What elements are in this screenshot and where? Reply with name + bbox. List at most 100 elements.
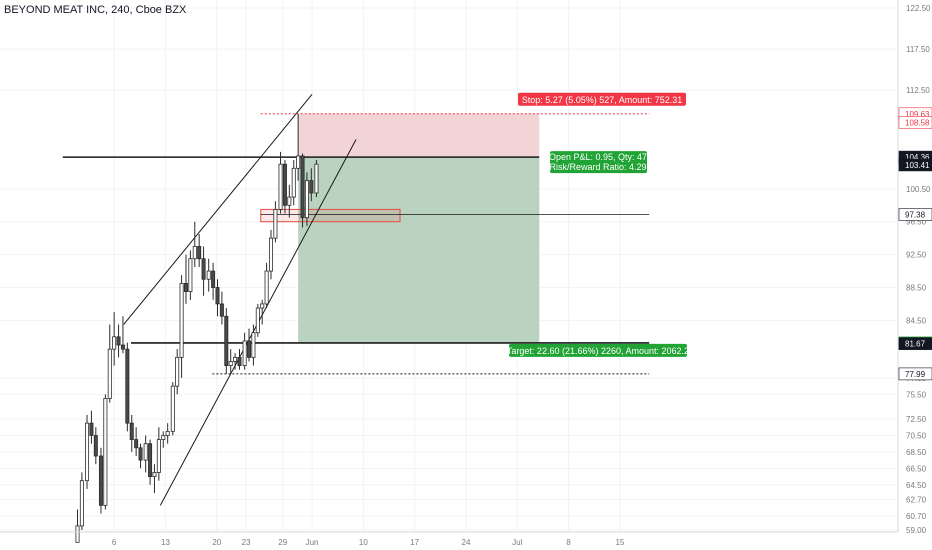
time-tick-label: Jun [306, 538, 319, 547]
candle-body [224, 315, 229, 366]
price-label: 109.63 [905, 110, 930, 119]
price-tick-label: 117.50 [906, 45, 930, 54]
price-tick-label: 66.50 [906, 464, 927, 473]
price-label: 103.41 [905, 161, 930, 170]
candle-body [103, 398, 108, 506]
pnl-label-line2: Risk/Reward Ratio: 4.29 [549, 162, 646, 172]
candle-body [287, 196, 292, 206]
candle-body [228, 361, 233, 366]
candle-body [273, 209, 278, 239]
candle-body [233, 356, 238, 362]
candle-body [188, 258, 193, 293]
candle-body [296, 155, 301, 169]
time-tick-label: 23 [242, 538, 251, 547]
time-tick-label: 20 [212, 538, 221, 547]
candle-body [125, 348, 130, 424]
time-tick-label: 13 [161, 538, 170, 547]
time-tick-label: 24 [462, 538, 471, 547]
candle-body [215, 287, 220, 305]
candle-body [201, 258, 206, 280]
candle-body [75, 525, 80, 543]
candle-body [219, 303, 224, 317]
candle-body [89, 422, 94, 436]
candle-body [255, 307, 260, 334]
candle-body [197, 245, 202, 260]
time-tick-label: 17 [410, 538, 419, 547]
price-tick-label: 64.50 [906, 481, 927, 490]
target-zone [298, 157, 540, 343]
price-label-box [898, 116, 932, 129]
candle-body [98, 455, 103, 506]
price-tick-label: 59.00 [906, 526, 927, 535]
price-tick-label: 96.50 [906, 218, 927, 227]
price-axis [898, 0, 932, 550]
price-label: 97.38 [905, 210, 926, 219]
candle-body [165, 430, 170, 436]
price-label: 81.67 [905, 340, 926, 349]
stop-label-box [518, 92, 686, 106]
candle-body [129, 422, 134, 440]
price-tick-label: 62.70 [906, 496, 927, 505]
price-tick-label: 100.50 [906, 185, 931, 194]
candle-body [183, 282, 188, 293]
price-tick-label: 75.50 [906, 390, 927, 399]
candle-body [148, 443, 153, 477]
candle-body [138, 447, 143, 461]
candle-body [179, 282, 184, 358]
time-tick-label: Jul [512, 538, 522, 547]
price-label-box [898, 208, 932, 221]
upper-wedge-line [123, 93, 313, 325]
candle-body [161, 435, 166, 440]
price-label-box [898, 367, 932, 381]
candle-body [116, 336, 121, 346]
candle-body [156, 439, 161, 473]
price-tick-label: 92.50 [906, 251, 927, 260]
candle-body [192, 245, 197, 260]
candle-body [264, 270, 269, 305]
candle-body [152, 472, 157, 477]
candle-body [282, 163, 287, 206]
candle-body [251, 332, 256, 358]
price-label-box [898, 337, 932, 350]
candle-body [291, 167, 296, 198]
stop-label: Stop: 5.27 (5.05%) 527, Amount: 752.31 [522, 95, 683, 105]
candle-body [93, 435, 98, 457]
candle-body [309, 180, 314, 194]
candle-body [314, 163, 319, 194]
time-tick-label: 29 [278, 538, 287, 547]
candle-body [112, 336, 117, 350]
candle-body [134, 439, 139, 449]
pnl-label-line1: Open P&L: 0.95, Qty: 47 [549, 152, 647, 162]
candle-body [237, 356, 242, 366]
candle-body [120, 344, 125, 350]
target-label: Target: 22.60 (21.66%) 2260, Amount: 206… [507, 346, 689, 356]
price-label: 104.36 [905, 153, 930, 162]
candle-body [242, 340, 247, 366]
price-tick-label: 68.50 [906, 448, 927, 457]
candle-body [170, 385, 175, 432]
candle-body [206, 270, 211, 280]
price-tick-label: 88.50 [906, 283, 927, 292]
candle-body [304, 180, 309, 219]
price-tick-label: 122.50 [906, 4, 931, 13]
time-tick-label: 10 [359, 538, 368, 547]
candle-body [107, 348, 112, 399]
price-label: 108.58 [905, 118, 930, 127]
price-tick-label: 70.50 [906, 431, 927, 440]
price-tick-label: 84.50 [906, 316, 927, 325]
price-tick-label: 112.50 [906, 86, 930, 95]
stop-zone [298, 113, 540, 158]
price-tick-label: 72.50 [906, 415, 927, 424]
candle-body [175, 356, 180, 387]
price-label: 77.99 [905, 370, 926, 379]
candle-body [85, 422, 90, 482]
candle-body [247, 340, 252, 358]
price-label-box [898, 158, 932, 172]
chart-title: BEYOND MEAT INC, 240, Cboe BZX [4, 4, 187, 16]
time-tick-label: 8 [566, 538, 571, 547]
pnl-label-box [550, 151, 647, 174]
time-tick-label: 15 [615, 538, 624, 547]
target-label-box [509, 343, 687, 357]
candle-body [211, 270, 216, 288]
